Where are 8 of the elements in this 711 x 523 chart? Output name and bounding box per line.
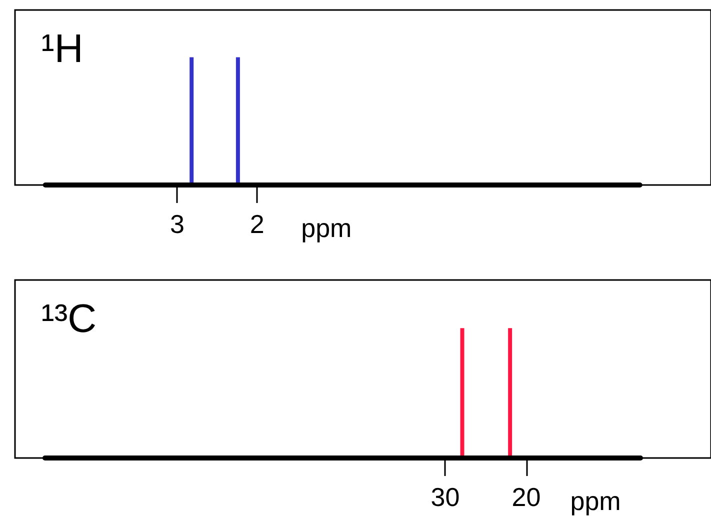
chart-title: ¹H — [41, 27, 84, 71]
x-axis-title: ppm — [301, 213, 352, 243]
x-tick-label: 30 — [430, 482, 460, 512]
x-tick-label: 3 — [170, 209, 184, 239]
x-axis-title: ppm — [570, 486, 621, 516]
x-tick-label: 2 — [250, 209, 264, 239]
chart-title: ¹³C — [41, 297, 97, 341]
x-tick-label: 20 — [512, 482, 541, 512]
